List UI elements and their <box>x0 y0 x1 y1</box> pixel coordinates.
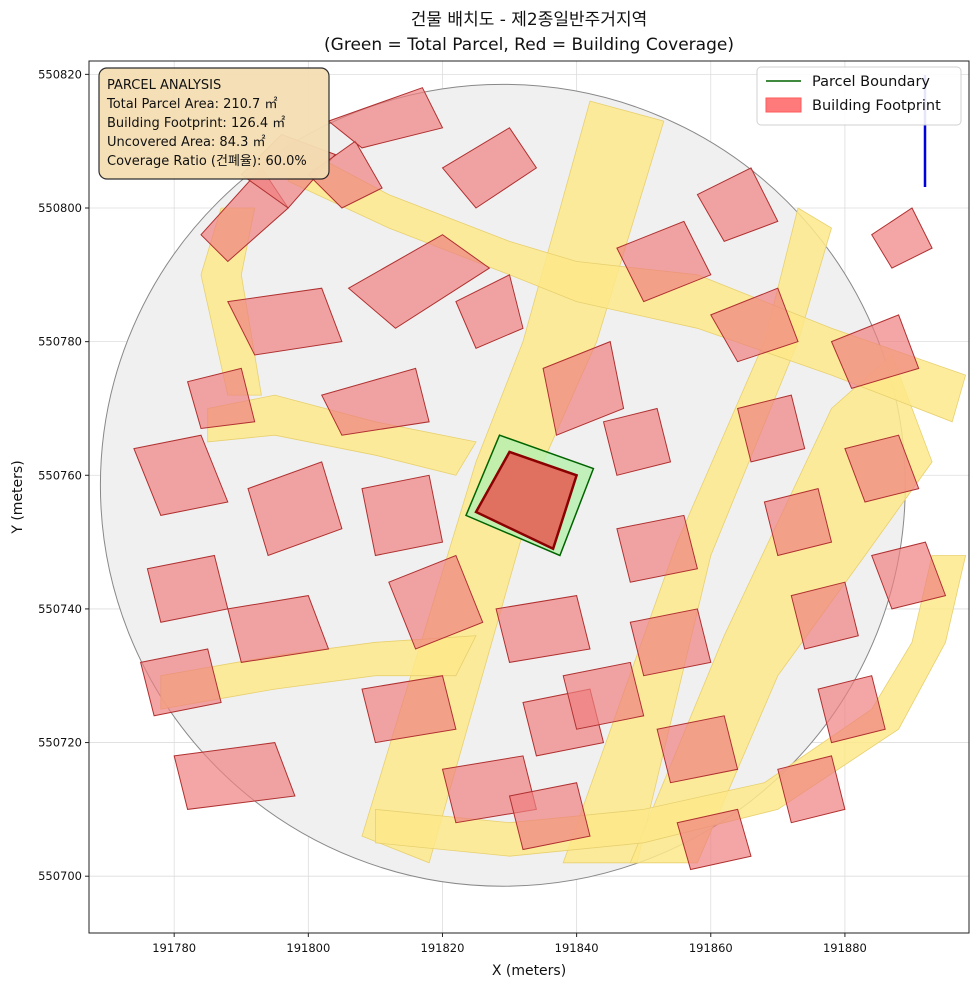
building-footprint <box>817 675 886 744</box>
x-tick-label: 191840 <box>555 941 599 955</box>
building-footprint <box>696 167 779 243</box>
building-footprint <box>495 595 591 663</box>
x-ticks: 191780 191800 191820 191840 191860 191880 <box>152 933 867 955</box>
chart-title-line1: 건물 배치도 - 제2종일반주거지역 <box>411 10 647 30</box>
building-footprint <box>227 595 330 663</box>
info-box-frame <box>98 67 330 180</box>
map-layers <box>99 83 967 887</box>
info-box: PARCEL ANALYSIS Total Parcel Area: 210.7… <box>98 67 330 180</box>
y-tick-label: 550780 <box>38 335 82 349</box>
building-footprint <box>656 715 739 784</box>
legend: Parcel Boundary Building Footprint <box>756 66 962 126</box>
plot-frame <box>88 60 970 934</box>
building-footprint <box>361 474 444 557</box>
building-footprint <box>227 287 343 356</box>
building-footprint <box>844 434 920 503</box>
y-tick-label: 550740 <box>38 602 82 616</box>
info-line-total-area: Total Parcel Area: 210.7 ㎡ <box>106 97 277 112</box>
building-footprint <box>307 140 383 209</box>
building-footprint <box>616 514 699 583</box>
y-tick-label: 550720 <box>38 736 82 750</box>
building-footprint <box>830 314 920 390</box>
plot-area: 191780 191800 191820 191840 191860 191880 550… <box>38 60 970 955</box>
building-footprint <box>790 581 859 650</box>
building-footprint <box>441 127 538 209</box>
target-building <box>474 450 579 551</box>
y-tick-label: 550700 <box>38 869 82 883</box>
y-ticks: 550700 550720 550740 550760 550780 550800 5508… <box>38 67 89 883</box>
building-footprint <box>710 287 799 363</box>
building-footprint <box>616 220 712 303</box>
x-tick-label: 191780 <box>152 941 196 955</box>
building-footprint <box>736 394 806 463</box>
y-tick-label: 550760 <box>38 468 82 482</box>
legend-parcel-label: Parcel Boundary <box>812 74 930 90</box>
building-layer <box>133 87 947 871</box>
building-footprint <box>871 207 933 269</box>
info-line-footprint: Building Footprint: 126.4 ㎡ <box>107 116 285 131</box>
building-footprint <box>247 461 343 557</box>
chart-title-line2: (Green = Total Parcel, Red = Building Co… <box>324 35 734 55</box>
x-tick-label: 191820 <box>421 941 465 955</box>
x-tick-label: 191880 <box>823 941 867 955</box>
building-footprint <box>186 367 256 430</box>
building-footprint <box>562 661 645 730</box>
x-axis-label: X (meters) <box>492 963 566 979</box>
building-footprint <box>361 675 457 744</box>
info-line-uncovered: Uncovered Area: 84.3 ㎡ <box>107 135 266 150</box>
building-footprint <box>173 742 296 810</box>
building-footprint <box>542 340 625 436</box>
building-footprint <box>508 782 591 851</box>
building-footprint <box>139 648 222 717</box>
building-footprint <box>871 541 947 610</box>
legend-building-label: Building Footprint <box>812 98 941 114</box>
building-footprint <box>676 808 752 871</box>
x-tick-label: 191800 <box>286 941 330 955</box>
building-footprint <box>327 87 444 149</box>
building-footprint <box>602 407 672 476</box>
info-line-title: PARCEL ANALYSIS <box>107 78 221 93</box>
building-footprint <box>320 367 430 436</box>
legend-building-swatch <box>765 97 802 113</box>
building-footprint <box>763 487 833 557</box>
legend-frame <box>756 66 962 126</box>
y-axis-label: Y (meters) <box>10 460 26 534</box>
building-footprint <box>388 554 484 650</box>
info-line-coverage-ratio: Coverage Ratio (건폐율): 60.0% <box>107 154 307 169</box>
y-tick-label: 550820 <box>38 67 82 81</box>
building-footprint <box>629 608 712 677</box>
y-tick-label: 550800 <box>38 201 82 215</box>
building-footprint <box>133 434 229 516</box>
target-parcel-layer <box>465 434 595 557</box>
building-footprint <box>777 755 846 824</box>
building-footprint <box>347 234 491 329</box>
building-footprint <box>455 274 524 349</box>
x-tick-label: 191860 <box>689 941 733 955</box>
